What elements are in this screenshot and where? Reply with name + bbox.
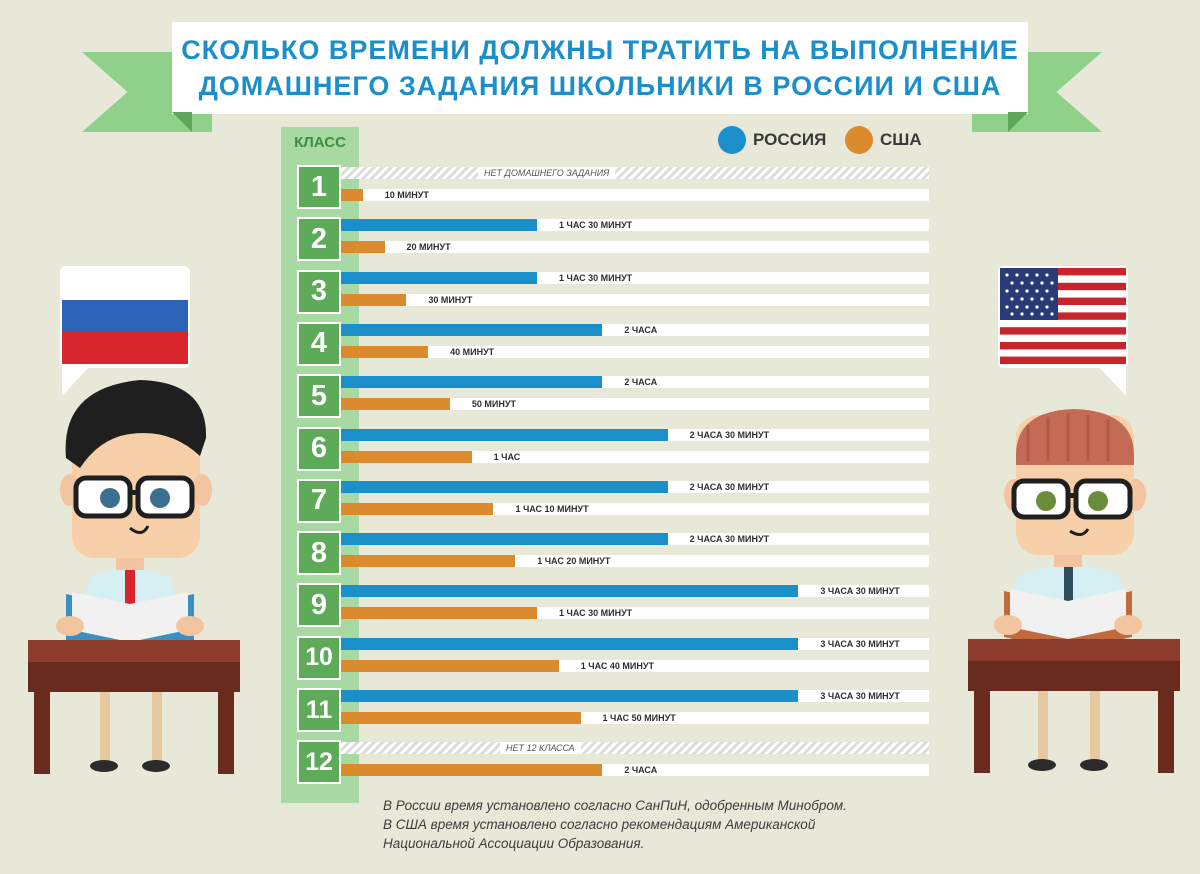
usa-value-label-4: 40 МИНУТ [450,346,495,357]
class-number-1: 1 [297,165,341,209]
usa-value-label-9: 1 ЧАС 30 МИНУТ [559,608,633,619]
russia-bar-9 [341,585,799,598]
russia-track-12 [341,742,929,755]
usa-value-label-8: 1 ЧАС 20 МИНУТ [537,556,611,567]
usa-track-2 [341,241,929,254]
usa-track-3 [341,293,929,306]
usa-value-label-6: 1 ЧАС [493,451,521,462]
footnote-line-1: В России время установлено согласно СанП… [383,798,847,813]
usa-bar-4 [341,345,429,358]
usa-bar-9 [341,607,537,620]
russia-bar-6 [341,428,668,441]
legend-usa-label: США [880,130,922,149]
russia-value-label-3: 1 ЧАС 30 МИНУТ [559,272,633,283]
legend-usa-dot [845,126,873,154]
russia-bar-3 [341,271,537,284]
legend-russia-dot [718,126,746,154]
russia-note-12: НЕТ 12 КЛАССА [500,742,581,755]
usa-value-label-2: 20 МИНУТ [406,242,451,253]
class-number-5: 5 [297,374,341,419]
class-number-2: 2 [297,217,341,262]
title-line-1: СКОЛЬКО ВРЕМЕНИ ДОЛЖНЫ ТРАТИТЬ НА ВЫПОЛН… [181,35,1019,65]
class-number-11: 11 [297,688,341,732]
class-number-9: 9 [297,583,341,628]
class-number-7: 7 [297,478,341,523]
usa-bar-12 [341,764,603,777]
usa-value-label-1: 10 МИНУТ [384,190,429,200]
usa-bar-1 [341,189,363,201]
usa-bar-3 [341,293,407,306]
banner-fold-right [1008,112,1028,132]
russia-value-label-11: 3 ЧАСА 30 МИНУТ [820,691,900,701]
title-line-2: ДОМАШНЕГО ЗАДАНИЯ ШКОЛЬНИКИ В РОССИИ И С… [198,71,1002,101]
usa-bar-7 [341,502,494,515]
russia-bar-4 [341,323,603,336]
class-number-8: 8 [297,531,341,576]
class-header: КЛАСС [294,134,346,151]
title-banner: СКОЛЬКО ВРЕМЕНИ ДОЛЖНЫ ТРАТИТЬ НА ВЫПОЛН… [172,22,1028,114]
class-number-4: 4 [297,321,341,366]
usa-track-6 [341,450,929,463]
russian-flag-icon [62,268,188,364]
class-number-3: 3 [297,269,341,314]
class-number-12: 12 [297,740,341,785]
usa-track-1 [341,189,929,201]
russia-bar-7 [341,480,668,493]
usa-track-4 [341,345,929,358]
american-student-illustration [968,409,1180,773]
russia-value-label-8: 2 ЧАСА 30 МИНУТ [689,534,770,545]
russian-student-illustration [28,380,240,774]
usa-flag-pointer [1098,366,1126,396]
usa-value-label-12: 2 ЧАСА [624,765,658,776]
class-number-10: 10 [297,635,341,680]
usa-value-label-5: 50 МИНУТ [471,399,516,410]
usa-bar-5 [341,398,450,411]
usa-flag-icon [1000,268,1126,364]
russia-value-label-6: 2 ЧАСА 30 МИНУТ [689,429,770,440]
russia-bar-5 [341,376,603,389]
russia-bar-2 [341,219,537,232]
russia-value-label-7: 2 ЧАСА 30 МИНУТ [689,481,770,492]
usa-bar-10 [341,659,559,672]
usa-track-5 [341,398,929,411]
footnote: В России время установлено согласно СанП… [383,796,943,853]
usa-value-label-7: 1 ЧАС 10 МИНУТ [515,503,589,514]
usa-value-label-11: 1 ЧАС 50 МИНУТ [602,713,676,723]
legend-russia-label: РОССИЯ [753,130,827,149]
russia-bar-11 [341,690,799,702]
usa-bar-6 [341,450,472,463]
russia-track-1 [341,167,929,179]
russia-value-label-10: 3 ЧАСА 30 МИНУТ [820,638,900,649]
russia-bar-10 [341,637,799,650]
usa-value-label-10: 1 ЧАС 40 МИНУТ [580,660,654,671]
russia-bar-8 [341,533,668,546]
footnote-line-3: Национальной Ассоциации Образования. [383,836,645,851]
class-number-6: 6 [297,426,341,471]
usa-bar-8 [341,555,516,568]
russia-note-1: НЕТ ДОМАШНЕГО ЗАДАНИЯ [478,167,616,179]
russia-value-label-5: 2 ЧАСА [624,377,658,388]
russia-value-label-4: 2 ЧАСА [624,324,658,335]
usa-flag-card [998,266,1128,368]
russia-value-label-2: 1 ЧАС 30 МИНУТ [559,220,633,231]
russian-flag-card [60,266,190,368]
russia-value-label-9: 3 ЧАСА 30 МИНУТ [820,586,900,597]
russian-flag-pointer [62,366,90,396]
banner-fold-left [172,112,192,132]
usa-bar-2 [341,241,385,254]
usa-bar-11 [341,712,581,724]
usa-value-label-3: 30 МИНУТ [428,294,473,305]
footnote-line-2: В США время установлено согласно рекомен… [383,817,816,832]
